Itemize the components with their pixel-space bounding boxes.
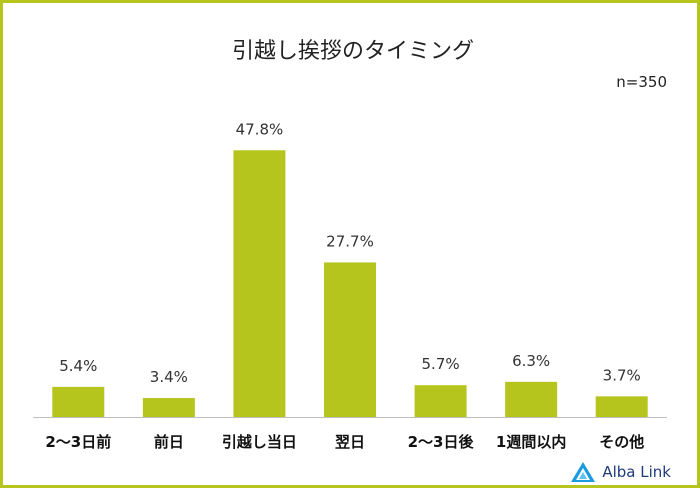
value-label-2: 47.8% bbox=[236, 120, 284, 138]
category-label-0: 2〜3日前 bbox=[45, 433, 111, 451]
bar-0 bbox=[52, 386, 105, 417]
bar-chart: 5.4% 3.4% 47.8% 27.7% 5.7% 6.3% 3.7% 2〜3日前 前日 引越… bbox=[33, 120, 667, 451]
value-label-0: 5.4% bbox=[59, 357, 97, 375]
alba-link-logo-icon bbox=[571, 462, 596, 482]
value-label-4: 5.7% bbox=[422, 355, 460, 373]
chart-title: 引越し挨拶のタイミング bbox=[231, 39, 474, 64]
value-label-6: 3.7% bbox=[603, 366, 641, 384]
value-label-3: 27.7% bbox=[326, 232, 374, 250]
alba-link-logo-text: Alba Link bbox=[602, 463, 671, 481]
value-label-1: 3.4% bbox=[150, 368, 188, 386]
category-label-5: 1週間以内 bbox=[496, 433, 566, 451]
bars-group bbox=[52, 150, 648, 417]
category-label-4: 2〜3日後 bbox=[408, 433, 475, 451]
alba-link-logo: Alba Link bbox=[570, 461, 671, 483]
bar-2 bbox=[233, 150, 286, 417]
bar-6 bbox=[595, 396, 648, 417]
bar-5 bbox=[505, 381, 558, 417]
sample-size-note: n=350 bbox=[616, 73, 667, 91]
category-label-6: その他 bbox=[599, 433, 644, 451]
category-label-1: 前日 bbox=[154, 433, 184, 451]
category-label-2: 引越し当日 bbox=[222, 433, 297, 451]
category-labels-group: 2〜3日前 前日 引越し当日 翌日 2〜3日後 1週間以内 その他 bbox=[45, 433, 644, 451]
bar-3 bbox=[324, 262, 376, 417]
bar-4 bbox=[414, 385, 467, 417]
value-labels-group: 5.4% 3.4% 47.8% 27.7% 5.7% 6.3% 3.7% bbox=[59, 120, 641, 386]
category-label-3: 翌日 bbox=[335, 433, 365, 451]
value-label-5: 6.3% bbox=[512, 352, 550, 370]
bar-1 bbox=[142, 398, 195, 417]
